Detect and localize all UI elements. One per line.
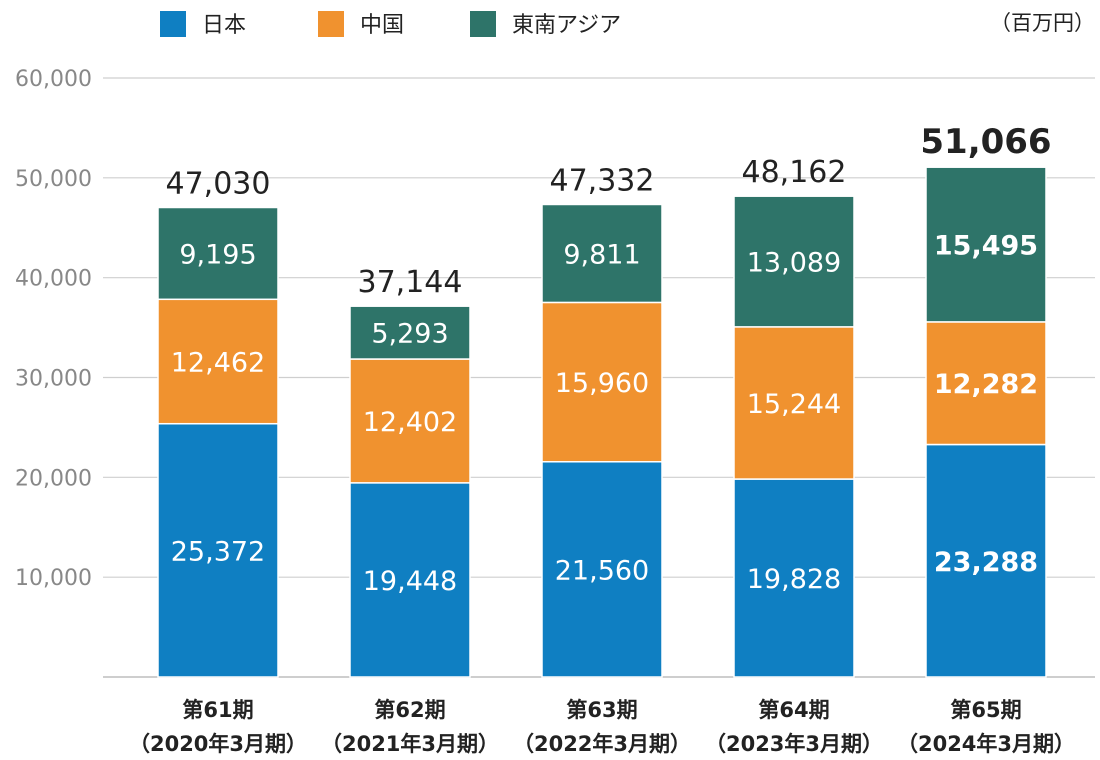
x-axis: 第61期 （2020年3月期） 第62期 （2021年3月期） 第63期 （2022年3月… — [129, 698, 1075, 756]
y-tick-label: 60,000 — [15, 67, 92, 92]
segment-value-label: 12,282 — [934, 369, 1038, 400]
bar-segment — [349, 305, 471, 360]
segment-value-label: 9,195 — [179, 239, 256, 270]
y-tick-label: 40,000 — [15, 267, 92, 292]
bar-segment — [925, 321, 1047, 446]
x-tick-label: 第61期 — [182, 698, 253, 722]
total-value-label: 37,144 — [358, 265, 463, 300]
legend-label: 中国 — [360, 13, 404, 38]
segment-value-label: 15,244 — [747, 389, 841, 420]
x-tick-sublabel: （2024年3月期） — [897, 732, 1075, 756]
segment-value-label: 12,462 — [171, 347, 265, 378]
legend-swatch — [160, 11, 186, 37]
segment-value-label: 5,293 — [371, 319, 448, 350]
total-value-label: 47,332 — [550, 163, 655, 198]
segment-value-label: 25,372 — [171, 536, 265, 567]
y-tick-label: 20,000 — [15, 466, 92, 491]
bar-segment — [541, 301, 663, 463]
x-tick-sublabel: （2022年3月期） — [513, 732, 691, 756]
bar-segment — [349, 482, 471, 678]
total-value-label: 47,030 — [166, 166, 271, 201]
legend-swatch — [470, 11, 496, 37]
legend-label: 日本 — [202, 13, 246, 38]
y-tick-label: 30,000 — [15, 367, 92, 392]
segment-value-label: 15,960 — [555, 368, 649, 399]
bar-segment — [349, 358, 471, 484]
bar-segment — [925, 166, 1047, 323]
x-tick-label: 第65期 — [950, 698, 1021, 722]
segment-value-label: 15,495 — [934, 231, 1038, 262]
bar-segment — [733, 195, 855, 328]
bar-segment — [925, 443, 1047, 678]
bar-segment — [541, 203, 663, 304]
bar-segment — [541, 461, 663, 678]
legend-swatch — [318, 11, 344, 37]
segment-value-label: 9,811 — [563, 239, 640, 270]
segment-value-label: 23,288 — [934, 547, 1038, 578]
legend-label: 東南アジア — [512, 13, 621, 38]
total-value-label: 48,162 — [742, 155, 847, 190]
unit-label: （百万円） — [990, 11, 1095, 35]
x-tick-label: 第64期 — [758, 698, 829, 722]
bars: 25,372 12,462 9,195 47,030 19,448 12,402 5,293… — [157, 122, 1052, 678]
x-tick-label: 第62期 — [374, 698, 445, 722]
segment-value-label: 21,560 — [555, 555, 649, 586]
y-axis: 10,000 20,000 30,000 40,000 50,000 60,000 — [15, 67, 92, 591]
bar-segment — [733, 326, 855, 480]
segment-value-label: 19,448 — [363, 566, 457, 597]
segment-value-label: 12,402 — [363, 407, 457, 438]
bar-segment — [157, 206, 279, 301]
bar-segment — [733, 478, 855, 678]
x-tick-sublabel: （2021年3月期） — [321, 732, 499, 756]
x-tick-label: 第63期 — [566, 698, 637, 722]
segment-value-label: 13,089 — [747, 248, 841, 279]
y-tick-label: 10,000 — [15, 566, 92, 591]
bar-segment — [157, 298, 279, 425]
bar-segment — [157, 422, 279, 678]
total-value-label: 51,066 — [920, 122, 1051, 162]
x-tick-sublabel: （2020年3月期） — [129, 732, 307, 756]
y-tick-label: 50,000 — [15, 167, 92, 192]
segment-value-label: 19,828 — [747, 564, 841, 595]
x-tick-sublabel: （2023年3月期） — [705, 732, 883, 756]
legend: 日本 中国 東南アジア — [160, 11, 621, 38]
